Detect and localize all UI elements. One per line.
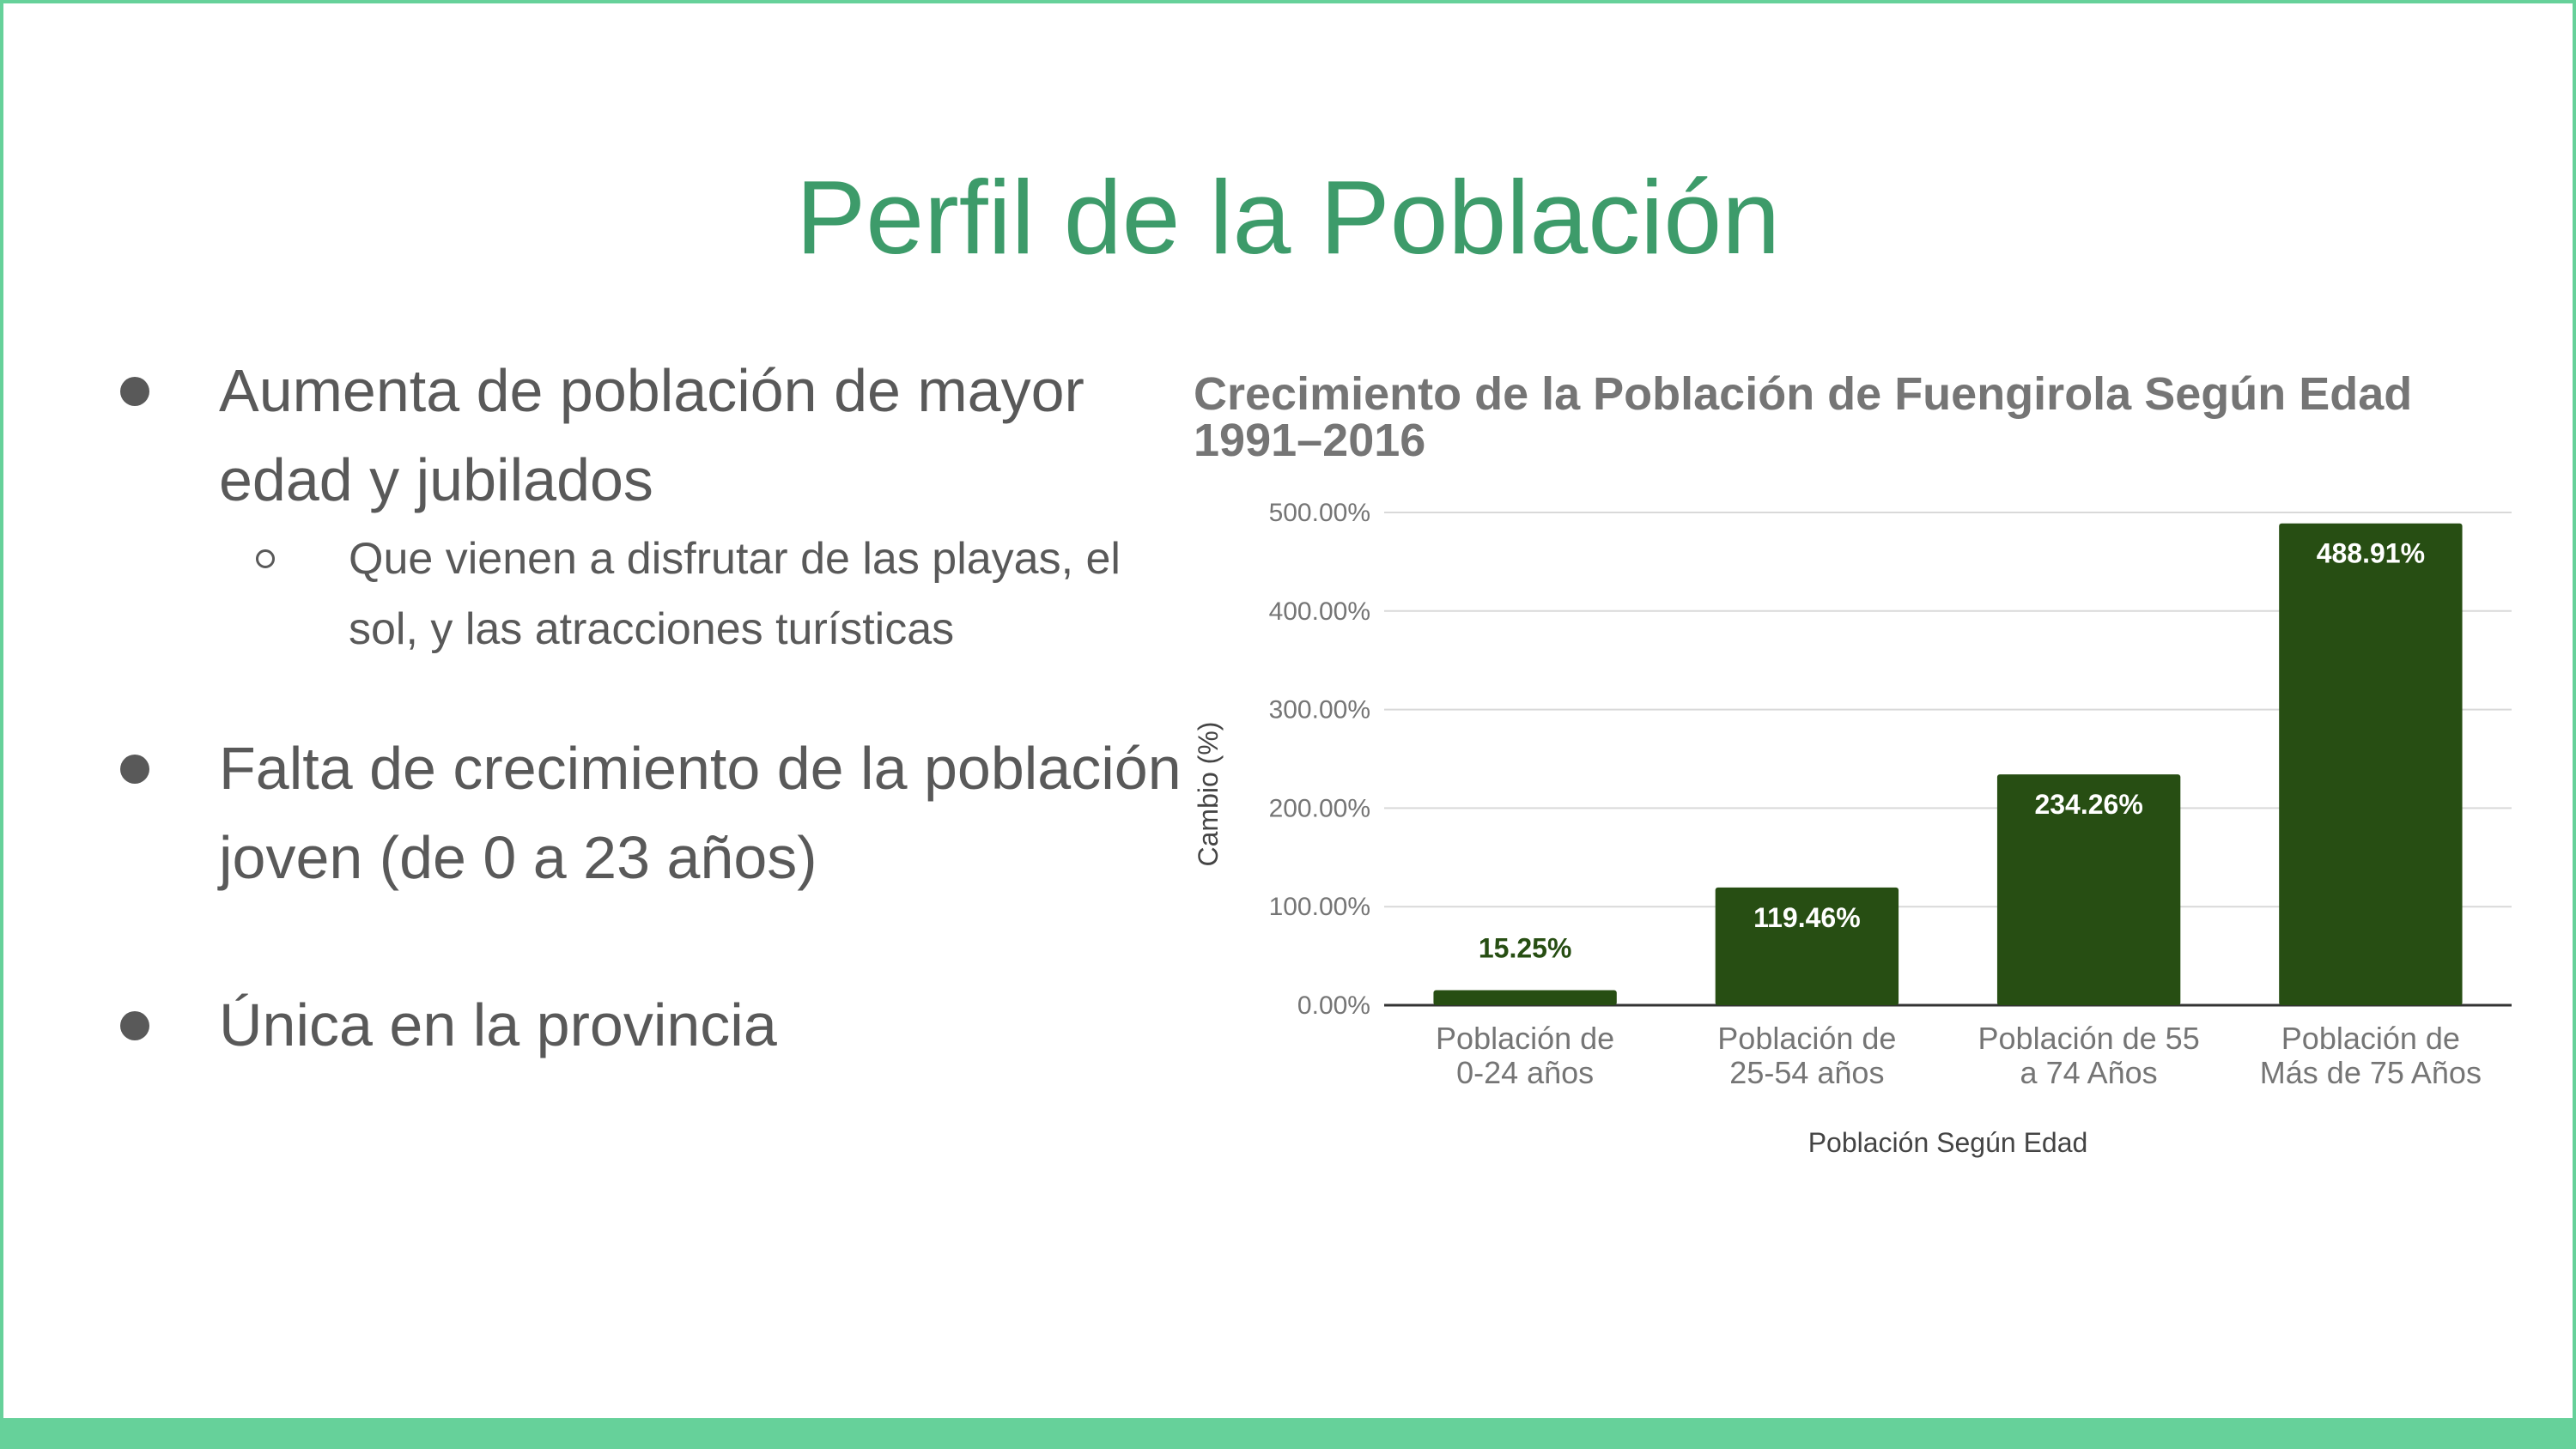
bullet-text: Falta de crecimiento de la población jov… [219,735,1182,891]
chart-title: Crecimiento de la Población de Fuengirol… [1194,368,2413,466]
x-tick-label: 0-24 años [1456,1055,1594,1090]
sub-bullet-item: Que vienen a disfrutar de las playas, el… [256,524,1183,664]
bottom-accent-bar [0,1418,2576,1449]
x-tick-label: Población de 55 [1978,1021,2200,1056]
data-label: 15.25% [1479,932,1572,963]
bar [1996,774,2181,1005]
bullet-item: Aumenta de población de mayor edad y jub… [120,346,1211,524]
x-tick-label: Más de 75 Años [2260,1055,2482,1090]
x-axis-title: Población Según Edad [1808,1127,2088,1158]
bullet-item: Única en la provincia [120,980,1211,1070]
x-tick-label: Población de [1436,1021,1614,1056]
bullet-text: Aumenta de población de mayor edad y jub… [219,357,1084,513]
bar [1715,887,1899,1005]
y-tick-label: 200.00% [1269,794,1370,822]
hollow-bullet-icon [256,549,275,568]
y-tick-label: 300.00% [1269,696,1370,724]
y-tick-label: 500.00% [1269,499,1370,527]
bar [2279,523,2463,1005]
y-tick-label: 0.00% [1297,991,1370,1020]
y-axis-title: Cambio (%) [1193,722,1224,867]
x-tick-label: a 74 Años [2020,1055,2158,1090]
bullet-text: Única en la provincia [219,991,777,1058]
slide-title: Perfil de la Población [795,159,1781,276]
bullet-dot-icon [120,1011,149,1040]
bar [1433,990,1617,1005]
data-label: 488.91% [2317,538,2425,569]
x-tick-label: Población de [2281,1021,2460,1056]
bullet-dot-icon [120,377,149,406]
x-tick-label: Población de [1717,1021,1896,1056]
sub-bullet-text: Que vienen a disfrutar de las playas, el… [349,534,1121,654]
bullet-item: Falta de crecimiento de la población jov… [120,724,1211,902]
y-tick-label: 100.00% [1269,893,1370,921]
y-tick-label: 400.00% [1269,597,1370,626]
bullet-dot-icon [120,755,149,784]
data-label: 234.26% [2034,789,2142,820]
x-tick-label: 25-54 años [1729,1055,1884,1090]
data-label: 119.46% [1753,902,1861,933]
